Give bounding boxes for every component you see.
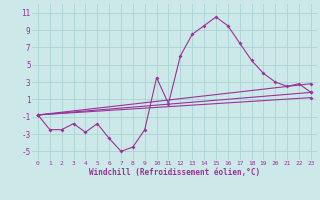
X-axis label: Windchill (Refroidissement éolien,°C): Windchill (Refroidissement éolien,°C) (89, 168, 260, 177)
